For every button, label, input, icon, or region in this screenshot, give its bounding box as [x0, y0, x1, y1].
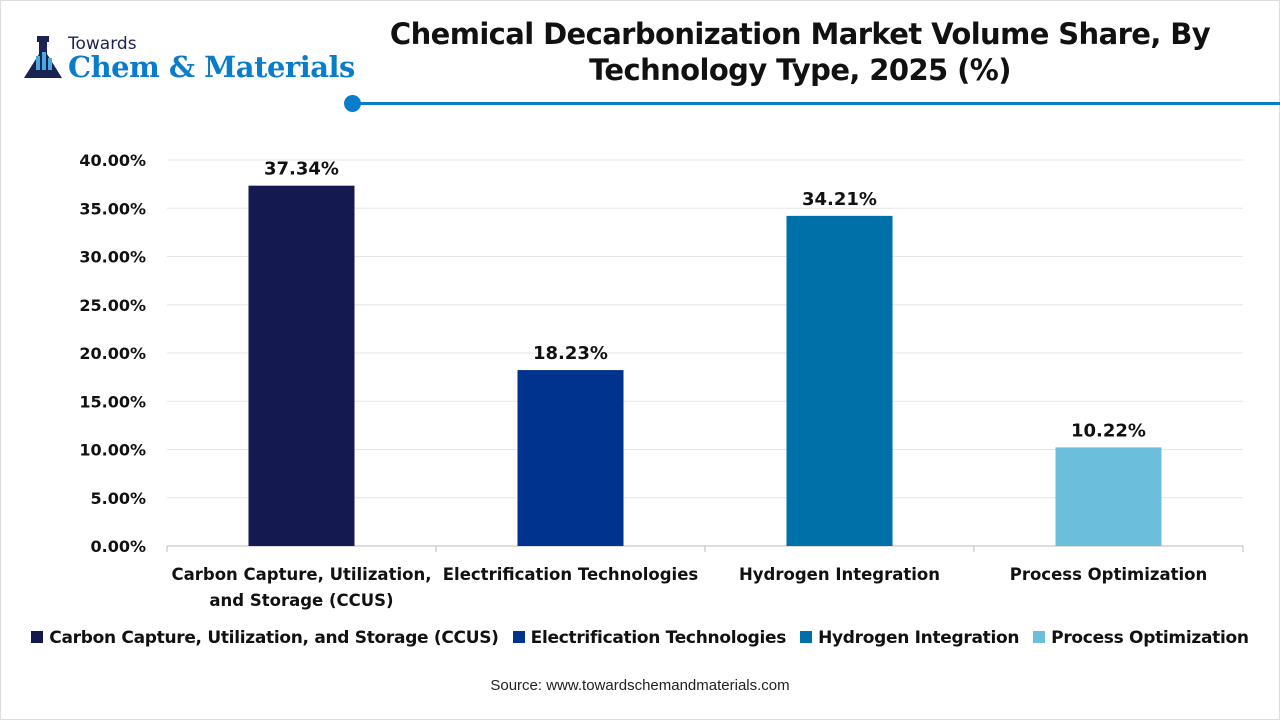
flask-icon: [24, 36, 62, 78]
logo-text-big: Chem & Materials: [68, 50, 355, 84]
legend-swatch: [1033, 631, 1046, 643]
legend-label: Electrification Technologies: [530, 628, 787, 648]
logo-text-small: Towards: [68, 34, 137, 54]
x-tick-label: and Storage (CCUS): [209, 591, 393, 610]
y-tick-label: 30.00%: [79, 248, 146, 267]
legend-swatch: [31, 631, 44, 643]
legend-label: Hydrogen Integration: [818, 628, 1020, 648]
legend-swatch: [800, 631, 813, 643]
data-label: 37.34%: [264, 159, 339, 180]
y-tick-label: 15.00%: [79, 392, 146, 411]
bar: [1055, 447, 1162, 546]
bar: [786, 215, 893, 546]
legend-item: Carbon Capture, Utilization, and Storage…: [31, 628, 499, 648]
y-tick-label: 5.00%: [90, 489, 146, 508]
bar: [517, 370, 624, 546]
divider-dot: [344, 95, 361, 112]
title-line: Technology Type, 2025 (%): [589, 53, 1011, 87]
divider-line: [360, 102, 1280, 105]
x-tick-label: Hydrogen Integration: [739, 565, 940, 584]
data-label: 34.21%: [802, 189, 877, 210]
legend-item: Process Optimization: [1033, 628, 1249, 648]
y-tick-label: 35.00%: [79, 199, 146, 218]
y-tick-label: 10.00%: [79, 441, 146, 460]
title-line: Chemical Decarbonization Market Volume S…: [389, 17, 1211, 51]
data-label: 18.23%: [533, 343, 608, 364]
legend-label: Carbon Capture, Utilization, and Storage…: [49, 628, 499, 648]
x-tick-label: Process Optimization: [1010, 565, 1208, 584]
legend: Carbon Capture, Utilization, and Storage…: [0, 628, 1280, 648]
y-tick-label: 25.00%: [79, 296, 146, 315]
x-tick-label: Carbon Capture, Utilization,: [172, 565, 432, 584]
bar: [248, 185, 355, 546]
legend-item: Electrification Technologies: [512, 628, 787, 648]
source: Source: www.towardschemandmaterials.com: [490, 677, 790, 694]
legend-item: Hydrogen Integration: [800, 628, 1019, 648]
y-tick-label: 20.00%: [79, 344, 146, 363]
y-tick-label: 0.00%: [90, 537, 146, 556]
data-label: 10.22%: [1071, 420, 1146, 441]
legend-label: Process Optimization: [1051, 628, 1249, 648]
x-tick-label: Electrification Technologies: [443, 565, 699, 584]
legend-swatch: [512, 631, 525, 643]
y-tick-label: 40.00%: [79, 151, 146, 170]
chart-title: Chemical Decarbonization Market Volume S…: [380, 16, 1220, 88]
